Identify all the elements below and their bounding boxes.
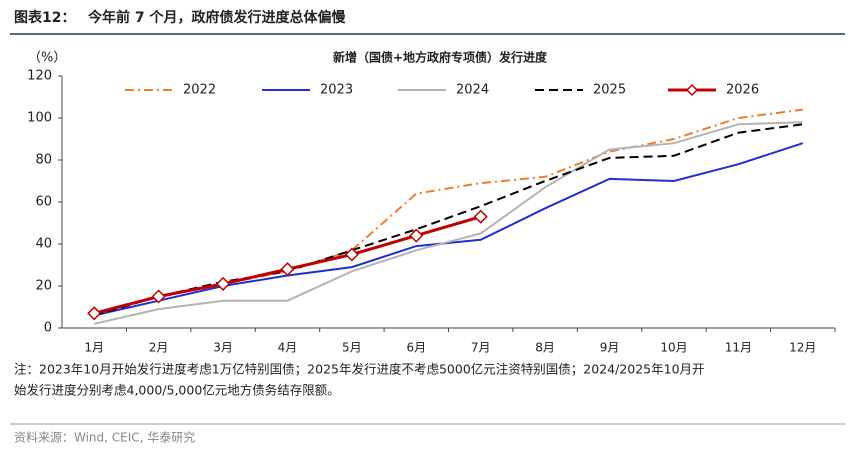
y-tick-label: 80	[35, 153, 52, 168]
point-marker	[151, 289, 166, 304]
legend-label: 2022	[183, 83, 216, 98]
series-line	[93, 108, 803, 315]
point-marker	[215, 276, 231, 291]
x-tick-label: 2月	[149, 341, 169, 355]
legend-label: 2023	[320, 83, 353, 98]
x-tick-label: 12月	[789, 341, 816, 355]
point-marker	[344, 247, 359, 262]
chart-title: 新增（国债+地方政府专项债）发行进度	[333, 50, 548, 65]
point-marker	[409, 228, 424, 243]
figure-label: 图表12：	[14, 9, 75, 26]
note-line: 始发行进度分别考虑4,000/5,000亿元地方债务结存限额。	[14, 383, 340, 398]
y-tick-label: 40	[35, 237, 52, 252]
point-marker	[473, 209, 488, 224]
x-tick-label: 4月	[278, 341, 298, 355]
x-tick-label: 5月	[342, 341, 362, 355]
note-line: 注：2023年10月开始发行进度考虑1万亿特别国债；2025年发行进度不考虑50…	[14, 362, 705, 377]
y-tick-label: 100	[27, 111, 52, 126]
point-marker	[87, 306, 102, 321]
y-tick-label: 20	[35, 279, 52, 294]
x-tick-label: 10月	[660, 341, 687, 355]
x-tick-label: 11月	[725, 341, 752, 355]
y-tick-label: 60	[35, 195, 52, 210]
x-tick-label: 8月	[535, 341, 555, 355]
series-line	[93, 142, 804, 317]
x-tick-label: 1月	[84, 341, 104, 355]
y-tick-label: 120	[27, 69, 52, 84]
y-axis-label: （%）	[28, 51, 66, 66]
x-tick-label: 7月	[471, 341, 491, 355]
legend-label: 2025	[593, 83, 626, 98]
x-tick-label: 3月	[213, 341, 233, 355]
x-tick-label: 9月	[600, 341, 620, 355]
x-tick-label: 6月	[406, 341, 426, 355]
legend-label: 2024	[456, 83, 489, 98]
source: 资料来源：Wind, CEIC, 华泰研究	[14, 430, 195, 445]
series-line	[93, 123, 803, 317]
series-line	[93, 121, 803, 325]
legend-label: 2026	[726, 83, 759, 98]
figure-title: 今年前 7 个月，政府债发行进度总体偏慢	[87, 9, 346, 26]
legend-marker	[685, 83, 699, 97]
y-tick-label: 0	[44, 321, 52, 336]
point-marker	[280, 262, 295, 277]
